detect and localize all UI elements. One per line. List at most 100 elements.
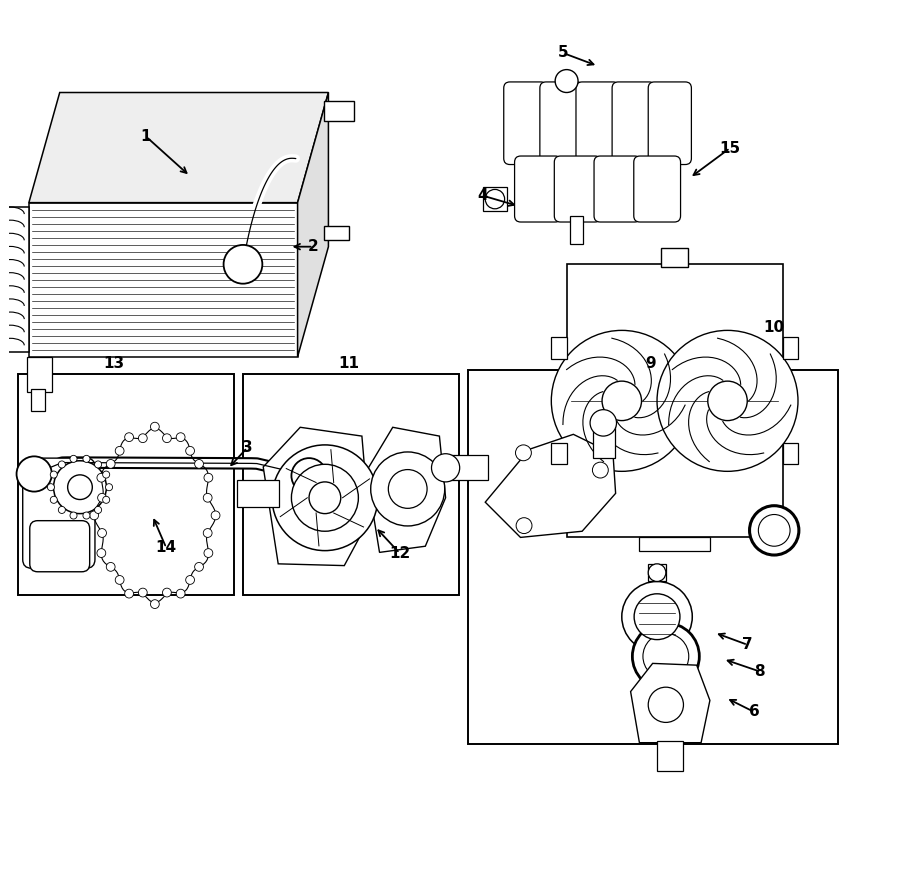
Circle shape xyxy=(58,461,66,468)
Circle shape xyxy=(203,529,212,537)
Circle shape xyxy=(139,433,148,442)
Circle shape xyxy=(176,589,185,598)
Circle shape xyxy=(150,422,159,431)
Circle shape xyxy=(431,454,460,482)
Circle shape xyxy=(103,496,110,503)
Circle shape xyxy=(309,482,341,514)
Bar xyxy=(446,455,488,480)
Text: 7: 7 xyxy=(742,637,753,653)
Circle shape xyxy=(185,447,194,455)
Text: 2: 2 xyxy=(308,239,319,255)
Polygon shape xyxy=(29,93,328,203)
Circle shape xyxy=(648,687,683,722)
Text: 1: 1 xyxy=(140,129,151,144)
FancyBboxPatch shape xyxy=(554,156,601,222)
Circle shape xyxy=(516,445,531,461)
FancyBboxPatch shape xyxy=(594,156,641,222)
Circle shape xyxy=(106,562,115,571)
Circle shape xyxy=(292,464,358,531)
Text: 12: 12 xyxy=(389,545,410,561)
Circle shape xyxy=(139,589,148,597)
Bar xyxy=(648,564,666,581)
Text: 5: 5 xyxy=(557,45,568,61)
FancyBboxPatch shape xyxy=(576,82,619,165)
Circle shape xyxy=(125,589,133,598)
Circle shape xyxy=(48,484,54,491)
Circle shape xyxy=(622,581,692,652)
Bar xyxy=(18,374,234,595)
Circle shape xyxy=(163,433,171,442)
Circle shape xyxy=(97,493,106,502)
FancyBboxPatch shape xyxy=(22,458,95,568)
Circle shape xyxy=(176,433,185,441)
Circle shape xyxy=(50,471,58,478)
FancyBboxPatch shape xyxy=(504,82,547,165)
Bar xyxy=(31,389,45,411)
Circle shape xyxy=(115,447,124,455)
Circle shape xyxy=(750,506,799,555)
Circle shape xyxy=(94,461,102,468)
Circle shape xyxy=(68,475,93,500)
Circle shape xyxy=(50,496,58,503)
Circle shape xyxy=(150,600,159,609)
Bar xyxy=(593,423,615,458)
Circle shape xyxy=(83,455,90,463)
Circle shape xyxy=(212,511,220,520)
Circle shape xyxy=(103,471,110,478)
Circle shape xyxy=(58,507,66,514)
Polygon shape xyxy=(485,434,616,537)
Circle shape xyxy=(292,458,327,493)
Circle shape xyxy=(371,452,445,526)
Bar xyxy=(243,374,459,595)
Circle shape xyxy=(16,456,52,492)
Text: 14: 14 xyxy=(156,540,177,556)
Bar xyxy=(783,337,798,359)
Polygon shape xyxy=(366,427,446,552)
Circle shape xyxy=(94,507,102,514)
Bar xyxy=(324,101,354,121)
Circle shape xyxy=(115,575,124,584)
Bar xyxy=(551,443,567,464)
Circle shape xyxy=(552,330,692,471)
Polygon shape xyxy=(29,203,298,357)
Circle shape xyxy=(97,473,105,482)
Bar xyxy=(662,248,688,267)
FancyBboxPatch shape xyxy=(30,521,90,572)
Circle shape xyxy=(516,518,532,534)
Text: 10: 10 xyxy=(763,320,785,336)
Circle shape xyxy=(223,245,262,284)
Circle shape xyxy=(657,330,798,471)
FancyBboxPatch shape xyxy=(540,82,583,165)
Circle shape xyxy=(634,594,680,640)
Circle shape xyxy=(163,589,171,597)
Circle shape xyxy=(194,562,203,571)
Circle shape xyxy=(272,445,378,551)
Circle shape xyxy=(185,575,194,584)
Circle shape xyxy=(70,512,77,519)
Circle shape xyxy=(194,460,203,469)
Circle shape xyxy=(643,633,689,679)
Bar xyxy=(783,443,798,464)
Circle shape xyxy=(204,473,212,482)
Circle shape xyxy=(759,515,790,546)
Bar xyxy=(27,357,52,392)
Text: 6: 6 xyxy=(749,704,760,720)
Bar xyxy=(482,187,508,211)
Bar xyxy=(639,537,710,551)
Circle shape xyxy=(83,512,90,519)
Text: 4: 4 xyxy=(477,188,488,204)
FancyBboxPatch shape xyxy=(612,82,655,165)
Circle shape xyxy=(97,549,105,558)
Text: 3: 3 xyxy=(242,440,253,455)
Bar xyxy=(657,741,683,771)
Circle shape xyxy=(648,564,666,581)
Circle shape xyxy=(105,484,112,491)
Circle shape xyxy=(70,455,77,463)
Polygon shape xyxy=(298,93,328,357)
Bar xyxy=(468,370,838,744)
Bar xyxy=(237,480,279,507)
Circle shape xyxy=(53,461,106,514)
FancyBboxPatch shape xyxy=(515,156,562,222)
Circle shape xyxy=(203,493,212,502)
Circle shape xyxy=(555,70,578,93)
